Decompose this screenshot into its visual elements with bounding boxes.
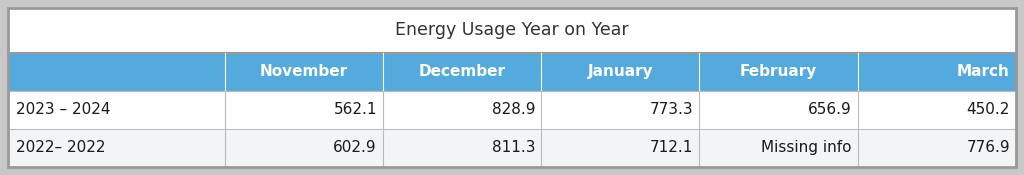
Text: 562.1: 562.1: [334, 102, 377, 117]
Text: 773.3: 773.3: [650, 102, 693, 117]
Text: 811.3: 811.3: [492, 140, 536, 155]
Text: January: January: [588, 64, 653, 79]
Text: 776.9: 776.9: [967, 140, 1010, 155]
Text: 450.2: 450.2: [967, 102, 1010, 117]
Bar: [8, 129, 1016, 167]
Text: March: March: [957, 64, 1010, 79]
Bar: [8, 8, 1016, 52]
Text: November: November: [260, 64, 348, 79]
Text: 2022– 2022: 2022– 2022: [16, 140, 105, 155]
Text: Energy Usage Year on Year: Energy Usage Year on Year: [395, 21, 629, 39]
Bar: [8, 52, 1016, 91]
Bar: [8, 91, 1016, 129]
Text: December: December: [419, 64, 506, 79]
Text: 828.9: 828.9: [492, 102, 536, 117]
Text: 656.9: 656.9: [808, 102, 852, 117]
Text: Missing info: Missing info: [761, 140, 852, 155]
Text: February: February: [740, 64, 817, 79]
Text: 602.9: 602.9: [334, 140, 377, 155]
Text: 2023 – 2024: 2023 – 2024: [16, 102, 111, 117]
Text: 712.1: 712.1: [650, 140, 693, 155]
